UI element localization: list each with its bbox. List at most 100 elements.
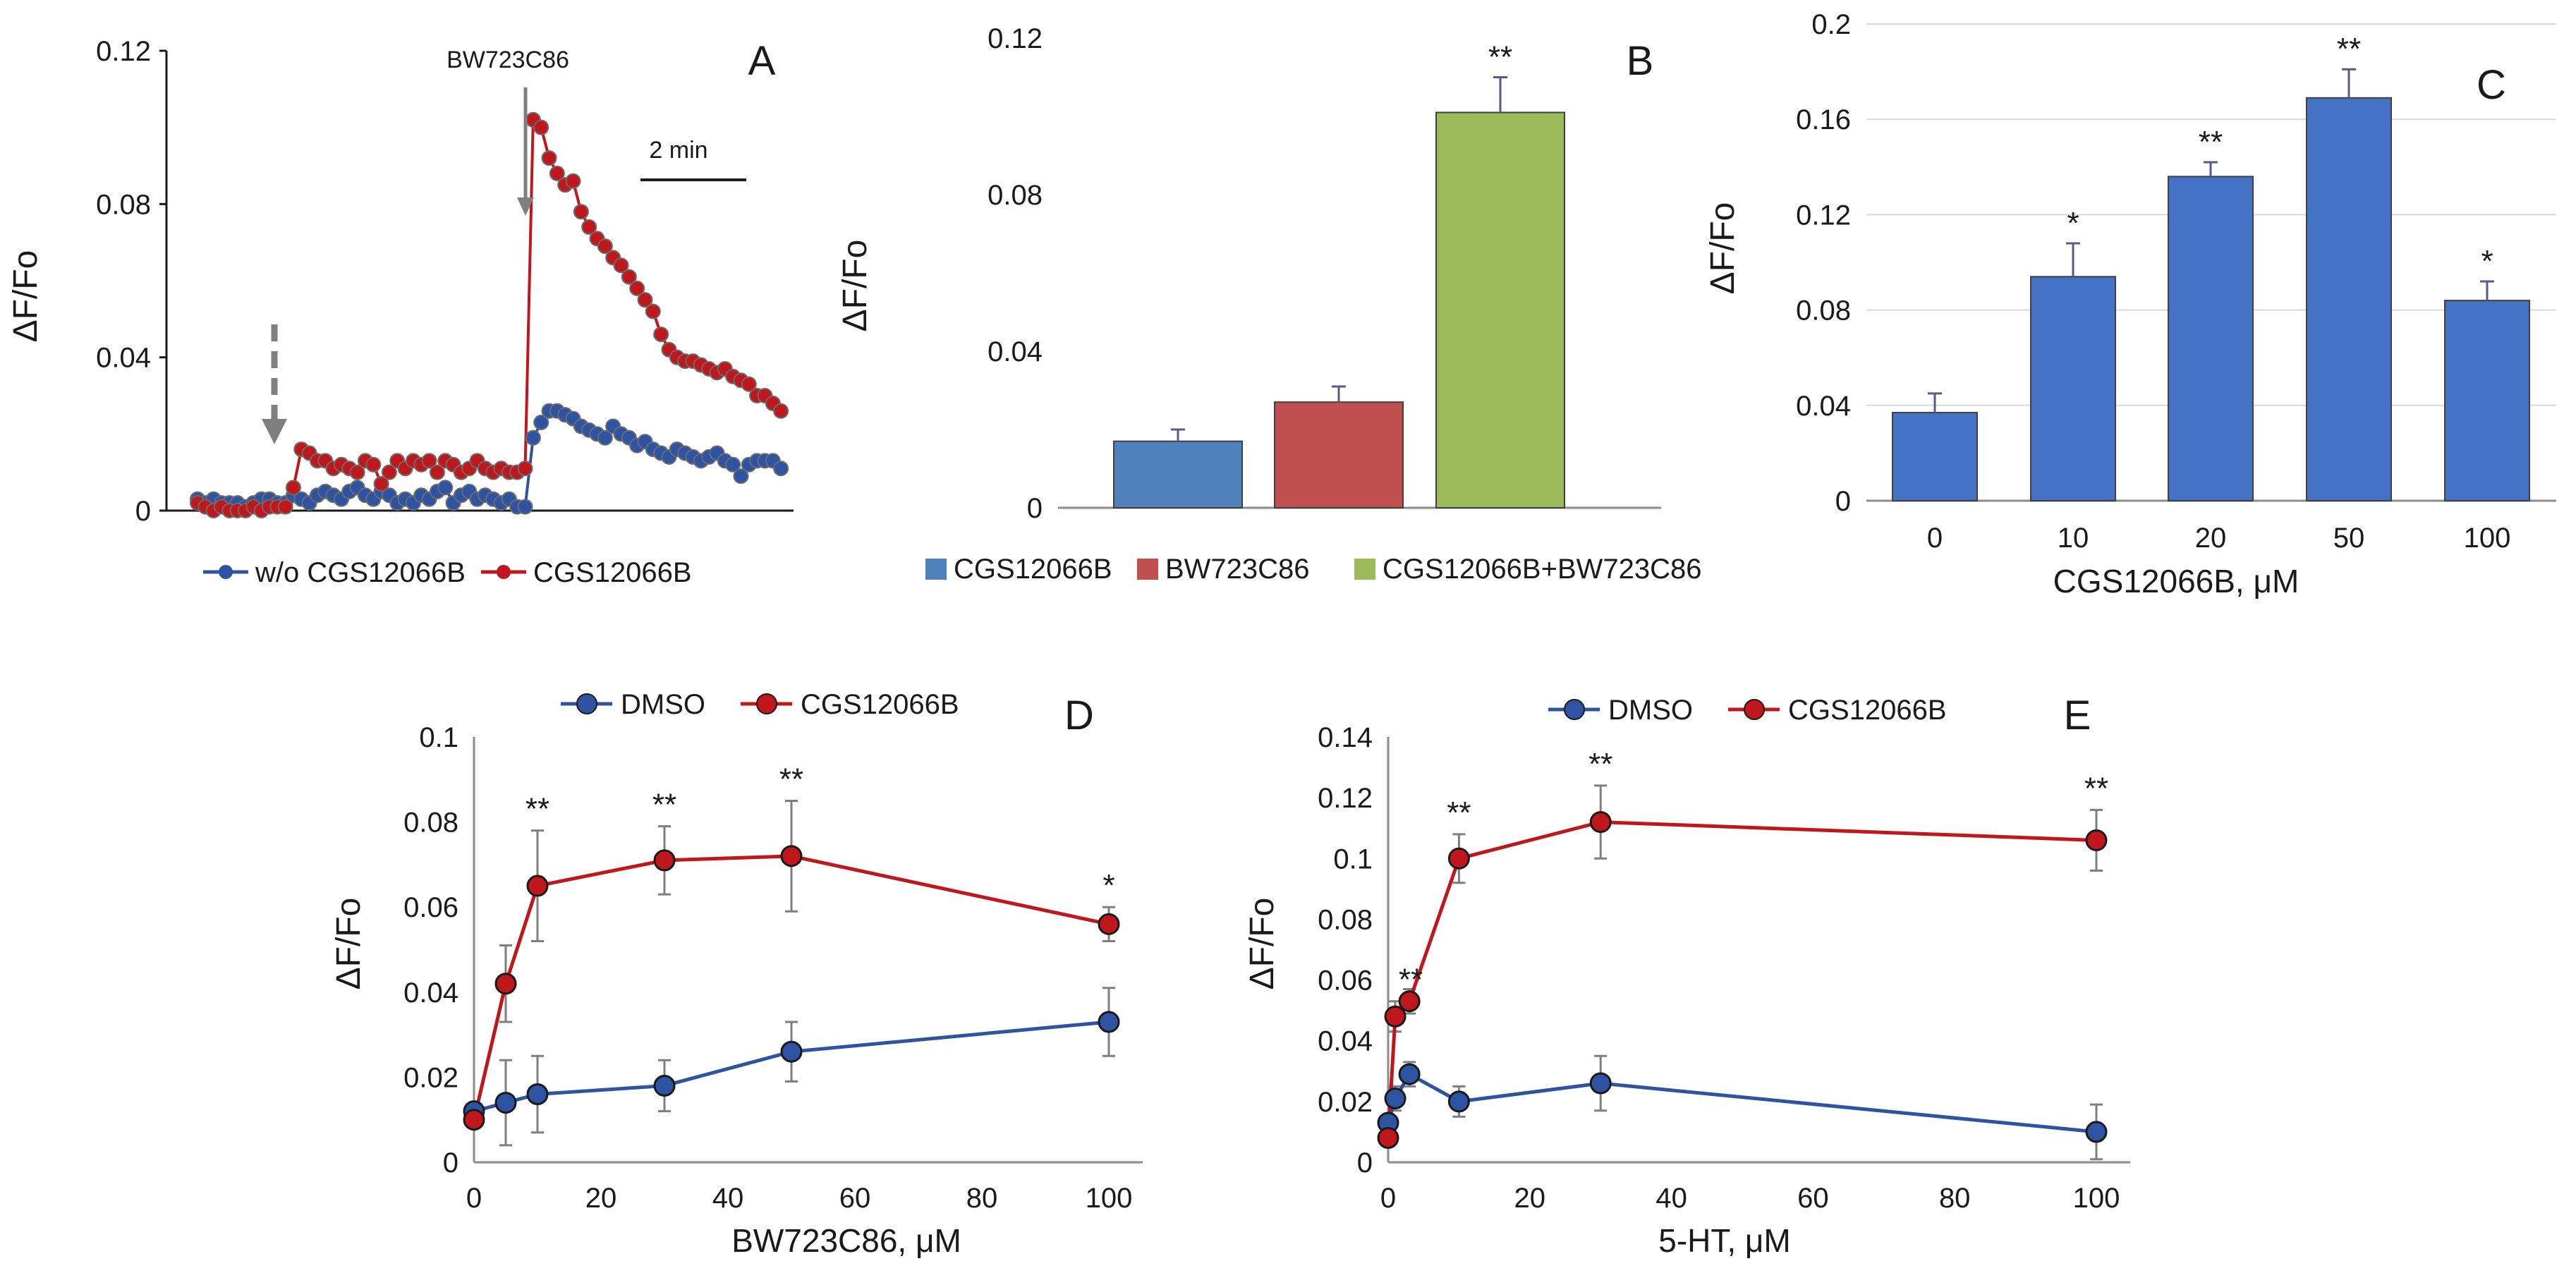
- panel-a-axes: [159, 49, 794, 512]
- legend-d-dmso: DMSO: [621, 689, 705, 720]
- y-tick-label: 0.04: [988, 336, 1043, 367]
- x-tick-label: 60: [839, 1183, 871, 1214]
- panel-b-letter: B: [1627, 38, 1654, 84]
- significance-marker: **: [1588, 747, 1612, 781]
- x-tick-label: 100: [2073, 1183, 2120, 1214]
- y-tick-label: 0.08: [1318, 904, 1373, 935]
- significance-marker: **: [652, 788, 676, 822]
- bar: [2168, 176, 2254, 501]
- panel-b: ΔF/Fo 0 0.04 0.08 0.12 ** B CGS12066B BW723…: [837, 23, 1702, 585]
- y-tick-label: 0: [1027, 493, 1043, 524]
- panel-d-series: ** *****: [463, 762, 1120, 1147]
- panel-a-arrow-label: BW723C86: [446, 47, 569, 73]
- point-cgs: [533, 119, 549, 135]
- panel-b-yticks: 0 0.04 0.08 0.12: [988, 23, 1043, 524]
- y-tick-label: 0.12: [1796, 200, 1851, 231]
- significance-marker: **: [779, 762, 803, 796]
- panel-d: ΔF/Fo 00.020.040.060.080.1 0 20 40 60 80 100 …: [330, 689, 1143, 1259]
- x-tick-label: 60: [1797, 1183, 1829, 1214]
- point-dmso: [494, 1092, 517, 1114]
- panel-d-legend: DMSO CGS12066B: [561, 689, 959, 720]
- point-cgs: [1398, 990, 1421, 1013]
- panel-e-series: ********: [1377, 747, 2108, 1161]
- x-tick-label: 80: [966, 1183, 998, 1214]
- point-cgs: [653, 849, 676, 872]
- point-cgs: [349, 464, 365, 480]
- point-cgs: [780, 845, 803, 867]
- point-cgs: [381, 464, 397, 480]
- panel-e-letter: E: [2064, 693, 2091, 738]
- point-without-cgs: [437, 480, 454, 496]
- x-tick-label: 80: [1939, 1183, 1971, 1214]
- y-tick-label: 0.04: [1318, 1026, 1373, 1057]
- series-dmso-line: [1386, 1071, 2097, 1134]
- point-cgs: [526, 875, 549, 897]
- point-cgs: [494, 973, 517, 995]
- addition-dashed-arrow-icon: [262, 324, 287, 444]
- point-cgs: [597, 238, 613, 255]
- significance-marker: **: [1488, 40, 1512, 75]
- y-tick-label: 0: [1835, 486, 1851, 517]
- x-tick-label: 0: [466, 1183, 482, 1214]
- point-without-cgs: [725, 456, 741, 473]
- significance-marker: **: [1447, 796, 1471, 830]
- point-cgs: [277, 499, 293, 515]
- point-dmso: [1384, 1088, 1407, 1110]
- point-cgs: [549, 165, 565, 181]
- y-tick-label: 0: [443, 1147, 458, 1178]
- panel-c-xlabel: CGS12066B, μM: [2053, 563, 2299, 599]
- point-cgs: [1377, 1127, 1399, 1150]
- panel-a: ΔF/Fo 0 0.04 0.08 0.12 A BW723C86 2 min w/o…: [7, 36, 794, 588]
- panel-e-ylabel: ΔF/Fo: [1244, 898, 1281, 990]
- significance-marker: **: [2199, 125, 2223, 159]
- legend-a-without-cgs: w/o CGS12066B: [255, 557, 466, 588]
- point-cgs: [613, 257, 629, 274]
- panel-c: ΔF/Fo 00.040.080.120.160.2 ****** 0 10 20 5…: [1704, 9, 2556, 599]
- legend-b-cgs12066b: CGS12066B: [954, 554, 1112, 585]
- significance-marker: **: [2084, 771, 2108, 805]
- point-cgs: [365, 456, 382, 473]
- legend-b-combined: CGS12066B+BW723C86: [1383, 554, 1702, 585]
- legend-a-cgs12066b: CGS12066B: [533, 557, 692, 588]
- panel-e-legend: DMSO CGS12066B: [1548, 695, 1947, 726]
- point-cgs: [565, 173, 581, 189]
- point-cgs: [1098, 913, 1120, 935]
- panel-b-legend: CGS12066B BW723C86 CGS12066B+BW723C86: [925, 554, 1702, 585]
- panel-c-letter: C: [2477, 62, 2506, 108]
- panel-e: ΔF/Fo 0 0.02 0.04 0.06 0.08 0.1 0.12 0.14 0 20 40…: [1244, 693, 2130, 1259]
- x-tick-label: 0: [1380, 1183, 1396, 1214]
- point-cgs: [1447, 847, 1470, 870]
- legend-e-cgs12066b: CGS12066B: [1788, 695, 1947, 726]
- legend-b-bw723c86: BW723C86: [1165, 554, 1310, 585]
- point-cgs: [637, 292, 653, 308]
- bar: [2444, 300, 2530, 501]
- panel-a-yticks: 0 0.04 0.08 0.12: [96, 36, 151, 527]
- bar: [2030, 276, 2116, 501]
- y-tick-label: 0: [135, 496, 151, 527]
- bar: [1113, 440, 1243, 509]
- point-cgs: [629, 280, 645, 296]
- x-tick-label: 40: [712, 1183, 744, 1214]
- point-cgs: [573, 204, 589, 220]
- panel-c-xticks: 0 10 20 50 100: [1927, 523, 2511, 554]
- point-dmso: [1447, 1090, 1470, 1113]
- y-tick-label: 0.08: [403, 808, 458, 839]
- y-tick-label: 0.12: [1318, 783, 1373, 814]
- significance-marker: **: [2337, 32, 2361, 66]
- series-cgs-line: [472, 854, 1110, 1121]
- point-without-cgs: [517, 499, 533, 515]
- bw723c86-arrow-icon: [517, 87, 534, 216]
- point-cgs: [429, 464, 445, 480]
- x-tick-label: 40: [1655, 1183, 1687, 1214]
- panel-b-bars: **: [1113, 40, 1565, 509]
- panel-d-letter: D: [1064, 693, 1094, 738]
- x-tick-label: 100: [1086, 1183, 1133, 1214]
- point-without-cgs: [733, 468, 749, 485]
- y-tick-label: 0.06: [403, 892, 458, 923]
- panel-e-xticks: 0 20 40 60 80 100: [1380, 1183, 2120, 1214]
- point-cgs: [2085, 829, 2108, 851]
- point-without-cgs: [597, 430, 613, 446]
- significance-marker: *: [2481, 244, 2493, 279]
- x-tick-label: 20: [585, 1183, 617, 1214]
- point-dmso: [1398, 1063, 1421, 1085]
